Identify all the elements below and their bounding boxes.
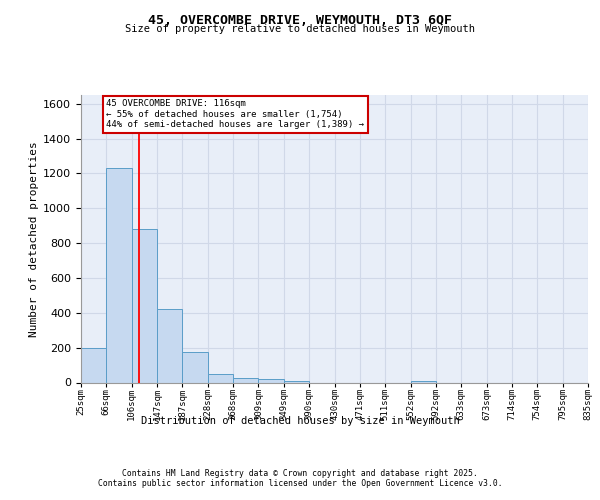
Bar xyxy=(284,381,309,382)
Text: Contains HM Land Registry data © Crown copyright and database right 2025.: Contains HM Land Registry data © Crown c… xyxy=(122,469,478,478)
Bar xyxy=(132,229,157,382)
Bar xyxy=(410,381,436,382)
Text: Distribution of detached houses by size in Weymouth: Distribution of detached houses by size … xyxy=(140,416,460,426)
Text: 45, OVERCOMBE DRIVE, WEYMOUTH, DT3 6QF: 45, OVERCOMBE DRIVE, WEYMOUTH, DT3 6QF xyxy=(148,14,452,27)
Bar xyxy=(208,374,233,382)
Bar xyxy=(157,310,182,382)
Bar xyxy=(259,379,284,382)
Bar xyxy=(233,378,259,382)
Bar xyxy=(106,168,132,382)
Y-axis label: Number of detached properties: Number of detached properties xyxy=(29,141,39,336)
Bar xyxy=(81,348,106,382)
Text: Contains public sector information licensed under the Open Government Licence v3: Contains public sector information licen… xyxy=(98,479,502,488)
Text: 45 OVERCOMBE DRIVE: 116sqm
← 55% of detached houses are smaller (1,754)
44% of s: 45 OVERCOMBE DRIVE: 116sqm ← 55% of deta… xyxy=(106,100,364,129)
Bar xyxy=(182,352,208,382)
Text: Size of property relative to detached houses in Weymouth: Size of property relative to detached ho… xyxy=(125,24,475,34)
